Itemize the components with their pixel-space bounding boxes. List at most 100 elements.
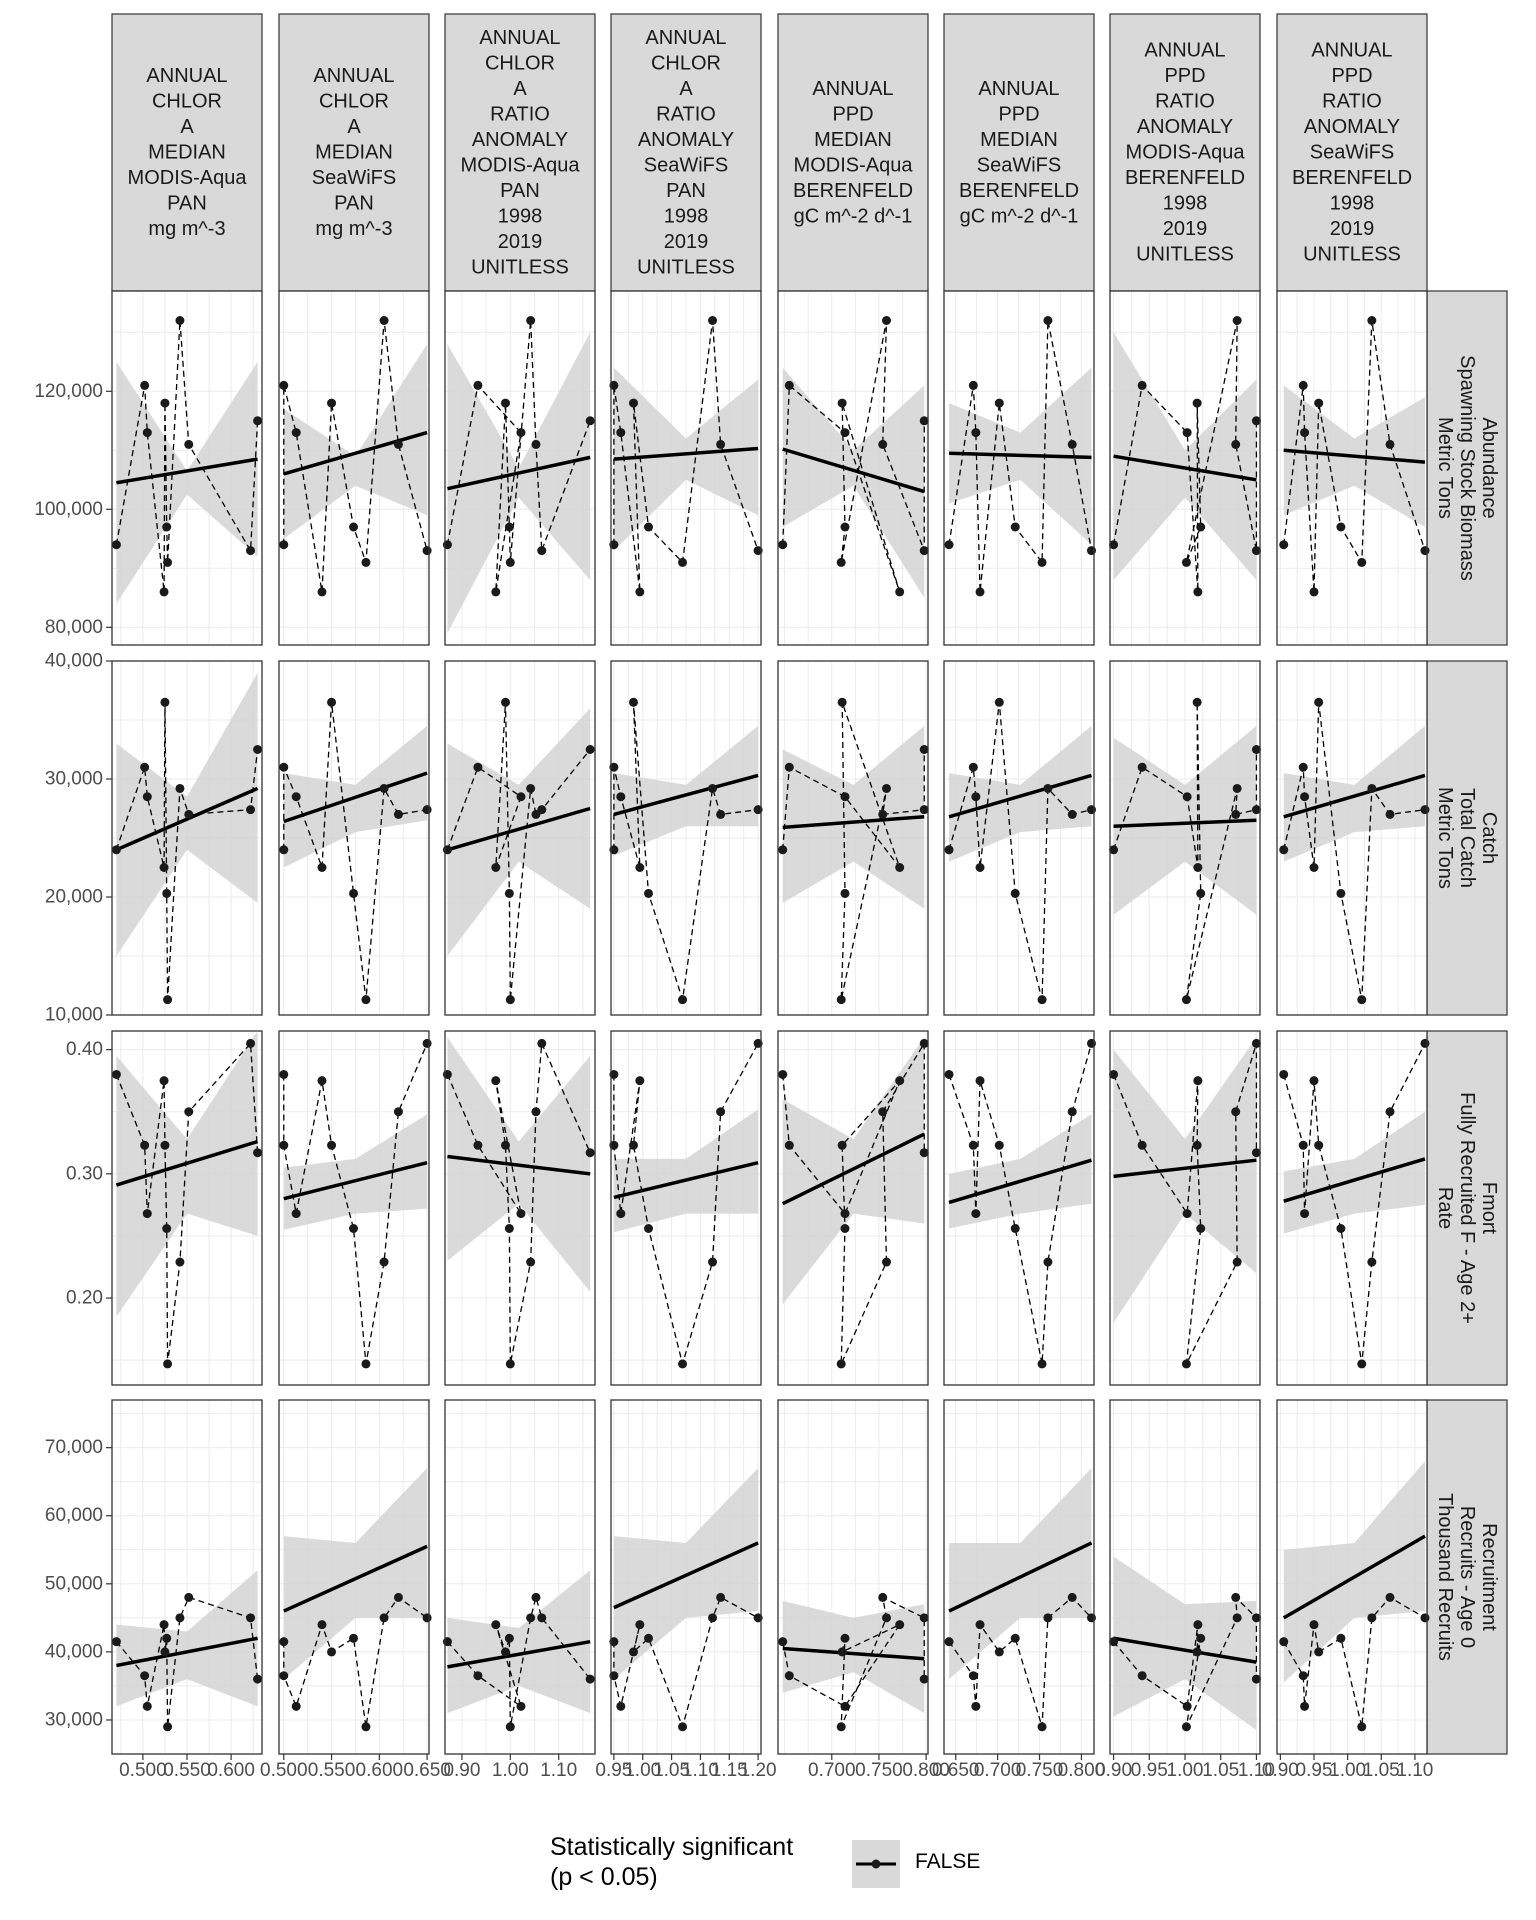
data-point — [836, 995, 846, 1005]
data-point — [1232, 783, 1242, 793]
data-point — [919, 1613, 929, 1623]
data-point — [1109, 845, 1119, 855]
data-point — [317, 587, 327, 597]
data-point — [1309, 1076, 1319, 1086]
y-tick-label: 30,000 — [45, 769, 103, 790]
strip-top-text: CHLOR — [651, 52, 721, 74]
data-point — [291, 792, 301, 802]
panel-border — [777, 290, 929, 646]
strip-right-bg — [1426, 660, 1508, 1016]
strip-top-col-1: ANNUAL CHLOR A MEDIAN MODIS-Aqua PAN mg m^-3 — [111, 13, 263, 292]
data-point — [253, 416, 263, 426]
strip-top-text: CHLOR — [485, 52, 555, 74]
data-point — [279, 762, 289, 772]
strip-top-text: PAN — [500, 180, 540, 202]
confidence-band — [613, 725, 759, 856]
panel-border — [1276, 1399, 1428, 1755]
data-point — [253, 1674, 263, 1684]
regression-line — [115, 786, 259, 852]
strip-top-bg — [943, 13, 1095, 292]
strip-top-col-2: ANNUAL CHLOR A MEDIAN SeaWiFS PAN mg m^-3 — [278, 13, 430, 292]
regression-line — [613, 773, 759, 817]
x-axis-col-3: 0.90 1.00 1.10 — [443, 1754, 577, 1781]
panel-border — [278, 290, 430, 646]
data-point — [140, 1671, 150, 1681]
strip-top-text: ANOMALY — [1137, 116, 1233, 138]
data-point — [1196, 888, 1206, 898]
data-point — [491, 587, 501, 597]
data-point — [629, 697, 638, 707]
data-point — [635, 863, 645, 872]
data-point — [442, 1637, 452, 1647]
data-point — [784, 762, 794, 772]
panel-border — [777, 660, 929, 1016]
data-point — [944, 845, 954, 855]
data-point — [975, 1076, 985, 1086]
regression-line — [613, 446, 759, 461]
y-tick-label: 0.30 — [66, 1163, 103, 1184]
data-point — [291, 1701, 301, 1711]
series-dashed-line — [613, 702, 759, 1000]
data-point — [1043, 316, 1053, 325]
strip-top-col-4: ANNUAL CHLOR A RATIO ANOMALY SeaWiFS PAN 1998 20… — [610, 13, 762, 292]
data-point — [379, 1257, 389, 1267]
data-point — [1336, 888, 1346, 898]
data-point — [500, 1140, 510, 1150]
strip-right-text: Abundance — [1478, 417, 1500, 518]
panel-r3-c4 — [609, 1030, 763, 1386]
data-point — [1192, 1140, 1202, 1150]
strip-top-text: MEDIAN — [814, 129, 892, 151]
regression-line — [948, 1158, 1092, 1205]
data-point — [708, 1613, 718, 1623]
strip-top-col-8: ANNUAL PPD RATIO ANOMALY SeaWiFS BERENFELD 199… — [1276, 13, 1428, 292]
data-point — [994, 697, 1004, 707]
panel-r2-c7 — [1109, 660, 1261, 1016]
strip-right-text: Spawning Stock Biomass — [1456, 355, 1478, 581]
data-point — [778, 540, 788, 550]
data-point — [878, 1592, 888, 1602]
strip-top-text: BERENFELD — [793, 180, 913, 202]
data-point — [616, 792, 626, 802]
strip-right-bg — [1426, 1399, 1508, 1755]
panel-r1-c7 — [1109, 290, 1261, 646]
data-point — [585, 1674, 595, 1684]
confidence-band — [116, 361, 258, 604]
panel-r2-c3 — [442, 660, 596, 1016]
strip-top-bg — [111, 13, 263, 292]
panel-border — [444, 1030, 596, 1386]
data-point — [393, 439, 403, 449]
data-point — [159, 587, 169, 597]
regression-line — [948, 773, 1092, 819]
x-tick-label: 1.20 — [740, 1760, 777, 1781]
data-point — [175, 316, 185, 325]
x-axis-col-5: 0.700 0.750 0.800 — [808, 1754, 950, 1781]
strip-top-text: A — [679, 78, 693, 100]
regression-line — [447, 1154, 591, 1176]
data-point — [531, 439, 541, 449]
data-point — [971, 1209, 981, 1219]
strip-top-text: mg m^-3 — [148, 218, 225, 240]
regression-line — [1283, 448, 1426, 464]
strip-right-bg — [1426, 290, 1508, 646]
y-tick-label: 60,000 — [45, 1505, 103, 1526]
data-point — [184, 809, 194, 819]
y-tick-label: 50,000 — [45, 1573, 103, 1594]
data-point — [317, 863, 327, 872]
data-point — [279, 1140, 289, 1150]
panel-r3-c5 — [777, 1030, 929, 1386]
data-point — [635, 587, 645, 597]
data-point — [840, 1223, 850, 1233]
y-axis-row-2: 10,000 20,000 30,000 40,000 — [45, 651, 112, 1026]
x-axis-col-4: 0.951.001.051.101.151.20 — [595, 1754, 777, 1781]
panel-r4-c7 — [1109, 1399, 1261, 1755]
y-tick-label: 0.40 — [66, 1039, 103, 1060]
panel-r4-c5 — [777, 1399, 929, 1755]
data-point — [1181, 995, 1191, 1005]
series-dashed-line — [613, 320, 759, 592]
data-point — [160, 1647, 170, 1657]
panel-r2-c8 — [1276, 660, 1430, 1016]
regression-line — [1283, 773, 1426, 819]
panel-border — [1276, 1030, 1428, 1386]
